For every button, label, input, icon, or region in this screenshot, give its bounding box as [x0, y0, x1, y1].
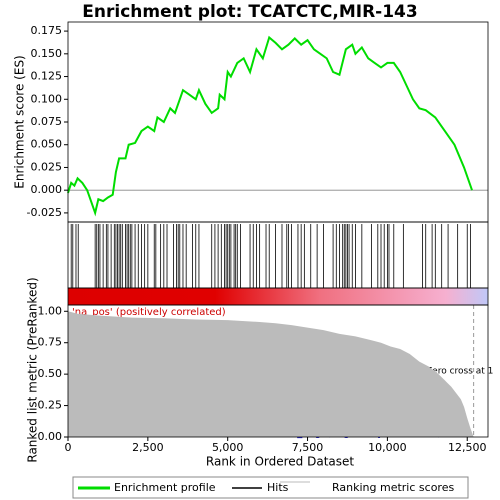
y2-axis-label: Ranked list metric (PreRanked)	[26, 277, 40, 462]
y2-tick-label: 1.00	[38, 304, 63, 317]
panel-frame	[67, 21, 489, 223]
legend-label: Hits	[267, 481, 289, 494]
y-tick-label: 0.125	[31, 70, 63, 83]
x-tick-label: 2,500	[132, 441, 164, 454]
y-tick-label: 0.050	[31, 138, 63, 151]
y-tick-label: 0.150	[31, 47, 63, 60]
x-tick-label: 5,000	[212, 441, 244, 454]
metric-area	[68, 311, 474, 437]
x-axis-label: Rank in Ordered Dataset	[206, 455, 354, 469]
y2-tick-label: 0.25	[38, 399, 63, 412]
y-axis-label: Enrichment score (ES)	[13, 55, 27, 188]
y-tick-label: 0.000	[31, 183, 63, 196]
y-tick-label: 0.175	[31, 24, 63, 37]
y-tick-label: -0.025	[27, 206, 62, 219]
y2-tick-label: 0.50	[38, 367, 63, 380]
chart-title: Enrichment plot: TCATCTC,MIR-143	[82, 2, 417, 22]
color-bar	[68, 288, 488, 305]
y2-tick-label: 0.00	[38, 430, 63, 443]
y2-tick-label: 0.75	[38, 336, 63, 349]
legend-label: Enrichment profile	[114, 481, 216, 494]
x-tick-label: 0	[65, 441, 72, 454]
pos-label: 'na_pos' (positively correlated)	[72, 307, 226, 318]
zero-cross-label: Zero cross at 1	[426, 367, 493, 377]
panel-frame	[67, 221, 489, 289]
legend-label: Ranking metric scores	[332, 481, 454, 494]
y-tick-label: 0.025	[31, 160, 63, 173]
x-tick-label: 7,500	[292, 441, 324, 454]
legend	[72, 476, 469, 499]
x-tick-label: 12,500	[448, 441, 487, 454]
x-tick-label: 10,000	[368, 441, 407, 454]
panel-frame	[67, 304, 489, 438]
enrichment-profile	[67, 35, 473, 217]
y-tick-label: 0.100	[31, 92, 63, 105]
y-tick-label: 0.075	[31, 115, 63, 128]
